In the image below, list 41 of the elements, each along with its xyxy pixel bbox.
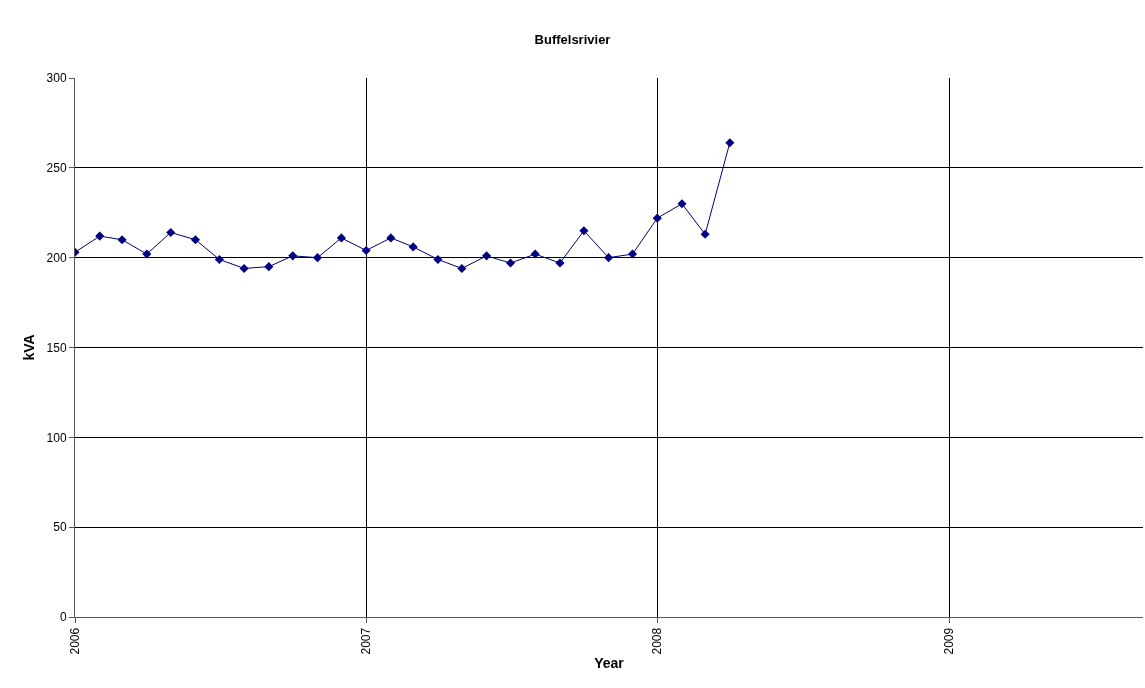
y-axis-title: kVA <box>21 334 38 361</box>
point <box>190 235 200 245</box>
point <box>336 233 346 243</box>
x-tick-label: 2006 <box>67 627 82 655</box>
point <box>239 263 249 273</box>
point <box>361 245 371 256</box>
y-tick-label: 150 <box>46 340 67 355</box>
y-tick-label: 50 <box>53 520 67 535</box>
point <box>530 249 540 259</box>
point <box>288 251 298 261</box>
point <box>700 229 710 239</box>
point <box>117 235 127 245</box>
point <box>166 227 176 238</box>
chart-title: Buffelsrivier <box>534 31 611 47</box>
point <box>579 226 589 236</box>
point <box>408 242 418 252</box>
x-tick-label: 2009 <box>942 627 957 655</box>
point <box>725 138 735 148</box>
point <box>142 249 152 259</box>
y-tick-label: 200 <box>46 250 67 265</box>
point <box>214 254 224 265</box>
point <box>264 262 274 272</box>
point <box>95 231 105 241</box>
point <box>604 253 614 263</box>
y-tick-label: 100 <box>46 430 67 445</box>
y-tick-label: 300 <box>46 71 67 86</box>
x-tick-label: 2008 <box>650 627 665 655</box>
x-axis-title: Year <box>594 654 625 671</box>
point <box>627 249 638 259</box>
point <box>677 199 687 209</box>
point <box>457 263 467 273</box>
point <box>555 258 565 268</box>
y-tick-label: 250 <box>46 161 67 176</box>
y-tick-label: 0 <box>59 610 67 625</box>
point <box>433 254 443 265</box>
point <box>652 213 662 223</box>
point <box>505 258 516 268</box>
point <box>482 251 492 261</box>
x-tick-label: 2007 <box>359 627 374 655</box>
point <box>386 233 396 243</box>
point <box>312 253 323 263</box>
